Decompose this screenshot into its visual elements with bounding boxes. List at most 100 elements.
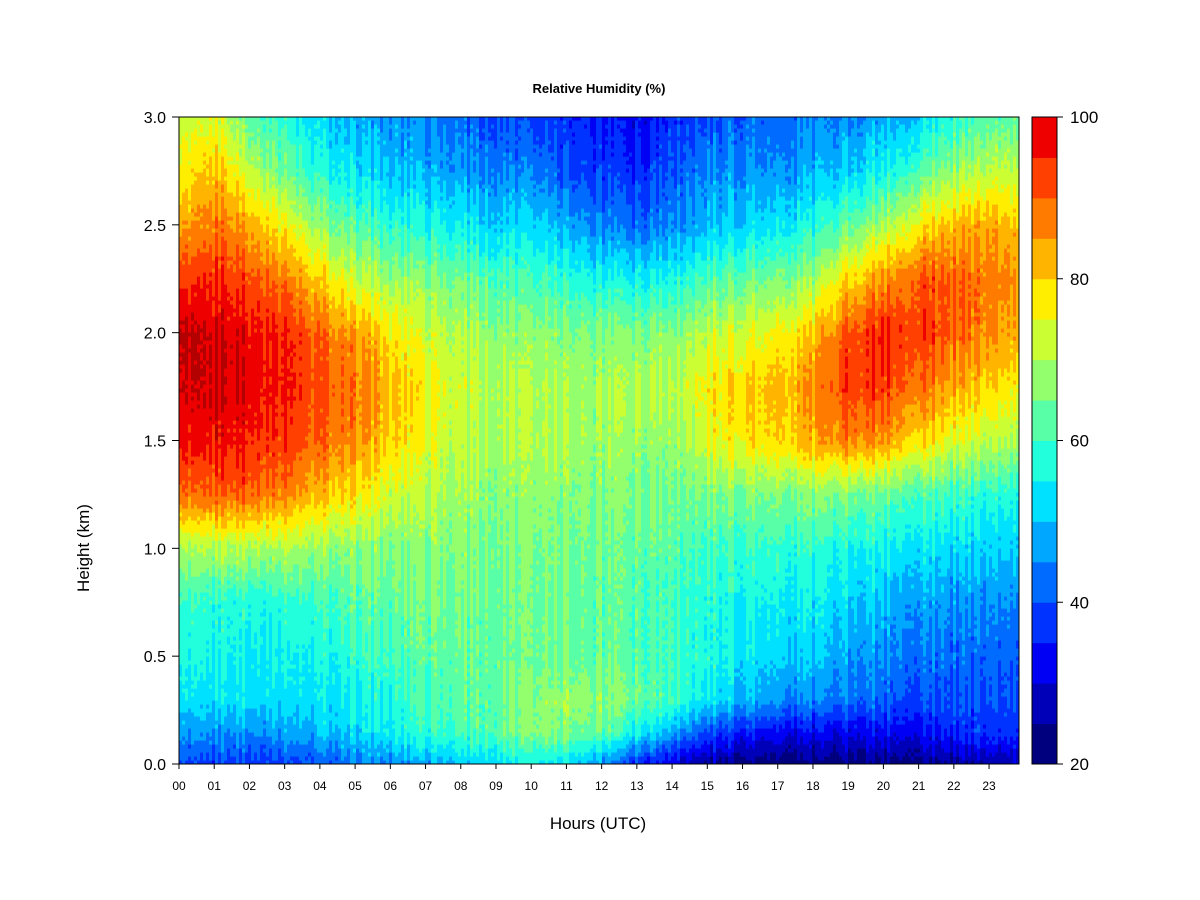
heatmap-cell <box>497 588 501 593</box>
heatmap-cell <box>578 536 582 673</box>
heatmap-cell <box>566 248 570 281</box>
heatmap-cell <box>470 676 474 681</box>
heatmap-cell <box>344 332 348 337</box>
heatmap-cell <box>512 332 516 337</box>
heatmap-cell <box>323 488 327 493</box>
heatmap-cell <box>413 120 417 125</box>
heatmap-cell <box>305 448 309 473</box>
heatmap-cell <box>422 117 426 169</box>
heatmap-cell <box>269 748 273 764</box>
heatmap-cell <box>530 420 534 433</box>
heatmap-cell <box>368 232 372 237</box>
heatmap-cell <box>371 516 375 541</box>
heatmap-cell <box>389 488 393 497</box>
heatmap-cell <box>431 432 435 437</box>
heatmap-cell <box>398 524 402 581</box>
heatmap-cell <box>377 380 381 393</box>
heatmap-cell <box>362 204 366 209</box>
heatmap-cell <box>359 380 363 385</box>
heatmap-cell <box>200 376 204 381</box>
heatmap-cell <box>269 236 273 241</box>
heatmap-cell <box>509 256 513 301</box>
heatmap-cell <box>233 312 237 317</box>
heatmap-cell <box>527 364 531 369</box>
heatmap-cell <box>218 312 222 421</box>
heatmap-cell <box>503 336 507 345</box>
heatmap-cell <box>485 624 489 629</box>
heatmap-cell <box>596 584 600 589</box>
heatmap-cell <box>392 240 396 257</box>
heatmap-cell <box>368 508 372 513</box>
heatmap-cell <box>470 144 474 149</box>
heatmap-cell <box>380 536 384 609</box>
heatmap-cell <box>218 608 222 617</box>
heatmap-cell <box>566 704 570 717</box>
heatmap-cell <box>557 172 561 181</box>
heatmap-cell <box>293 232 297 249</box>
heatmap-cell <box>377 144 381 181</box>
heatmap-cell <box>377 128 381 133</box>
heatmap-cell <box>464 212 468 241</box>
heatmap-cell <box>242 284 246 325</box>
heatmap-cell <box>416 644 420 649</box>
heatmap-cell <box>491 756 495 764</box>
heatmap-cell <box>359 220 363 257</box>
heatmap-cell <box>587 300 591 321</box>
heatmap-cell <box>371 120 375 129</box>
heatmap-cell <box>197 520 201 525</box>
heatmap-cell <box>230 156 234 161</box>
heatmap-cell <box>380 412 384 421</box>
heatmap-cell <box>311 732 315 757</box>
heatmap-cell <box>530 636 534 645</box>
heatmap-cell <box>320 340 324 349</box>
heatmap-cell <box>374 608 378 613</box>
heatmap-cell <box>329 328 333 337</box>
heatmap-cell <box>473 564 477 569</box>
heatmap-cell <box>236 124 240 129</box>
heatmap-cell <box>575 292 579 329</box>
heatmap-cell <box>239 300 243 305</box>
heatmap-cell <box>563 376 567 381</box>
heatmap-cell <box>338 444 342 449</box>
heatmap-cell <box>299 372 303 377</box>
heatmap-cell <box>581 740 585 757</box>
heatmap-cell <box>212 468 216 473</box>
heatmap-cell <box>221 124 225 129</box>
heatmap-cell <box>209 464 213 497</box>
heatmap-cell <box>485 612 489 621</box>
heatmap-cell <box>401 448 405 485</box>
heatmap-cell <box>560 117 564 121</box>
heatmap-cell <box>239 156 243 177</box>
heatmap-cell <box>326 736 330 749</box>
heatmap-cell <box>437 380 441 385</box>
heatmap-cell <box>518 124 522 129</box>
heatmap-cell <box>317 480 321 505</box>
heatmap-cell <box>191 536 195 549</box>
heatmap-cell <box>416 280 420 285</box>
heatmap-cell <box>377 676 381 689</box>
heatmap-cell <box>518 304 522 313</box>
heatmap-cell <box>329 704 333 713</box>
heatmap-cell <box>296 588 300 645</box>
heatmap-cell <box>527 608 531 621</box>
heatmap-cell <box>398 736 402 753</box>
heatmap-cell <box>491 184 495 189</box>
heatmap-cell <box>248 504 252 513</box>
heatmap-cell <box>566 216 570 221</box>
heatmap-cell <box>596 580 600 585</box>
heatmap-cell <box>236 244 240 289</box>
heatmap-cell <box>290 476 294 497</box>
heatmap-cell <box>356 260 360 281</box>
heatmap-cell <box>248 344 252 349</box>
heatmap-cell <box>266 508 270 521</box>
heatmap-cell <box>377 588 381 593</box>
heatmap-cell <box>593 736 597 745</box>
heatmap-cell <box>470 516 474 625</box>
heatmap-cell <box>587 548 591 677</box>
heatmap-cell <box>185 680 189 689</box>
heatmap-cell <box>554 304 558 309</box>
heatmap-cell <box>581 616 585 629</box>
heatmap-cell <box>248 284 252 337</box>
heatmap-cell <box>362 212 366 241</box>
heatmap-cell <box>479 488 483 497</box>
